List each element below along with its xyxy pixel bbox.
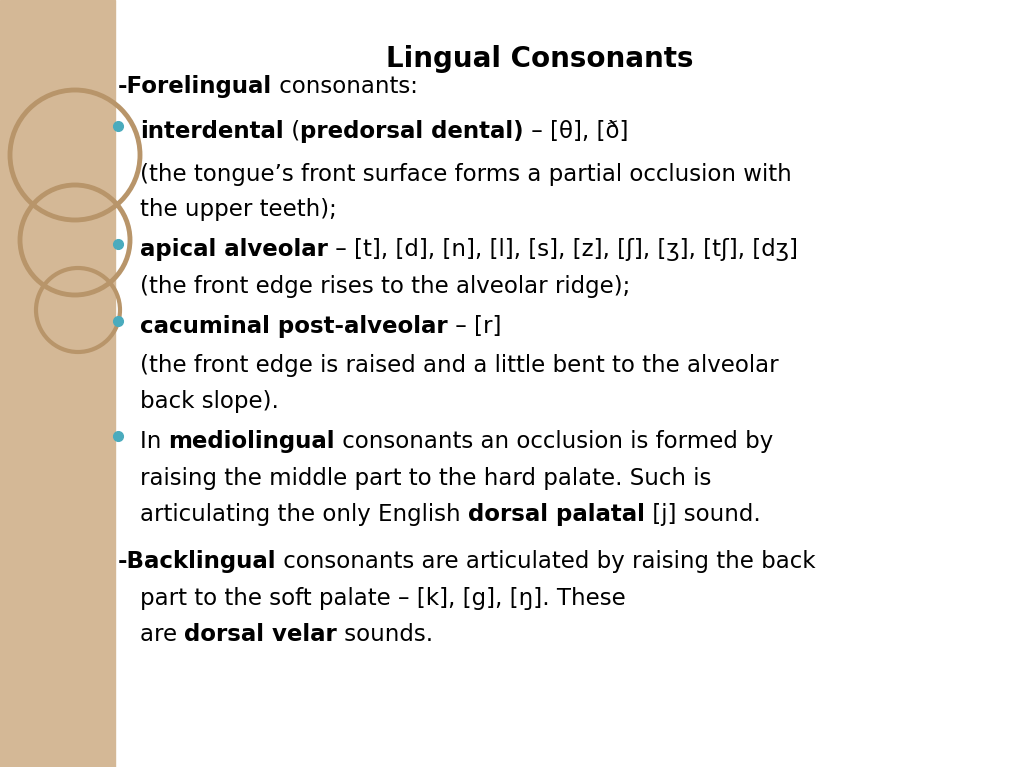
Text: apical alveolar: apical alveolar	[140, 238, 328, 261]
Text: dorsal palatal: dorsal palatal	[468, 503, 645, 526]
Text: cacuminal post-alveolar: cacuminal post-alveolar	[140, 315, 447, 338]
Text: raising the middle part to the hard palate. Such is: raising the middle part to the hard pala…	[140, 467, 712, 490]
Text: (the tongue’s front surface forms a partial occlusion with: (the tongue’s front surface forms a part…	[140, 163, 792, 186]
Text: articulating the only English: articulating the only English	[140, 503, 468, 526]
Text: predorsal dental): predorsal dental)	[300, 120, 523, 143]
Text: (the front edge is raised and a little bent to the alveolar: (the front edge is raised and a little b…	[140, 354, 778, 377]
Text: -Forelingual: -Forelingual	[118, 75, 272, 98]
Text: dorsal velar: dorsal velar	[184, 623, 337, 646]
Text: consonants an occlusion is formed by: consonants an occlusion is formed by	[335, 430, 773, 453]
Text: – [θ], [ð]: – [θ], [ð]	[523, 120, 628, 143]
Text: consonants are articulated by raising the back: consonants are articulated by raising th…	[276, 550, 816, 573]
Text: -Backlingual: -Backlingual	[118, 550, 276, 573]
Text: the upper teeth);: the upper teeth);	[140, 198, 337, 221]
Text: part to the soft palate – [k], [g], [ŋ]. These: part to the soft palate – [k], [g], [ŋ].…	[140, 587, 626, 610]
Text: back slope).: back slope).	[140, 390, 279, 413]
Text: mediolingual: mediolingual	[169, 430, 335, 453]
Text: [j] sound.: [j] sound.	[645, 503, 761, 526]
Bar	[0, 0, 115, 767]
Text: are: are	[140, 623, 184, 646]
Text: – [r]: – [r]	[447, 315, 501, 338]
Text: – [t], [d], [n], [l], [s], [z], [ʃ], [ʒ], [tʃ], [dʒ]: – [t], [d], [n], [l], [s], [z], [ʃ], [ʒ]…	[328, 238, 798, 261]
Text: (the front edge rises to the alveolar ridge);: (the front edge rises to the alveolar ri…	[140, 275, 630, 298]
Text: consonants:: consonants:	[272, 75, 418, 98]
Text: interdental: interdental	[140, 120, 284, 143]
Text: (: (	[284, 120, 300, 143]
Text: In: In	[140, 430, 169, 453]
Text: sounds.: sounds.	[337, 623, 433, 646]
Text: Lingual Consonants: Lingual Consonants	[386, 45, 693, 73]
